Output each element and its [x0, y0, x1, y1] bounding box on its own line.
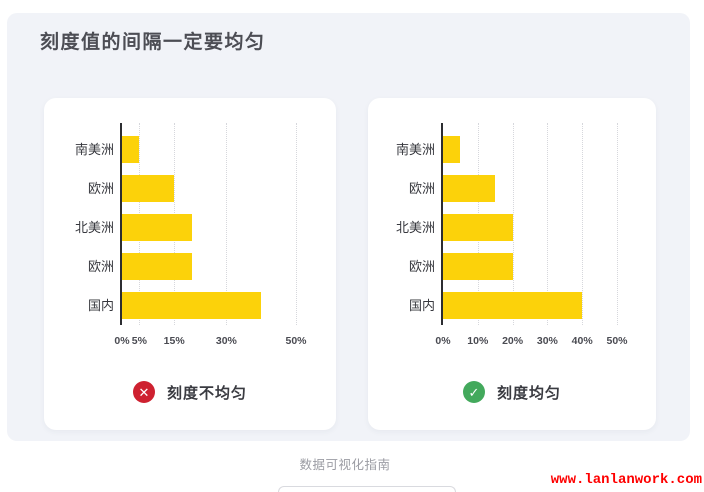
x-tick-label: 50%: [285, 335, 307, 347]
partial-bottom-box: [278, 486, 456, 492]
verdict-nonuniform: ✕ 刻度不均匀: [44, 381, 336, 403]
x-tick-label: 50%: [606, 335, 628, 347]
bar-欧洲: [122, 175, 175, 202]
x-circle-icon: ✕: [132, 381, 155, 403]
bar-南美洲: [443, 136, 461, 163]
bar-欧洲: [122, 253, 192, 280]
gridline: [296, 123, 297, 325]
gridline: [547, 123, 549, 325]
category-label: 南美洲: [74, 142, 114, 157]
footer-caption: 数据可视化指南: [299, 458, 391, 472]
bar-北美洲: [122, 214, 192, 241]
plot-area: 0% 5% 15% 30% 50% 南美洲 欧洲 北美洲 欧洲 国内: [75, 123, 307, 347]
x-tick-label: 10%: [467, 335, 489, 347]
bar-南美洲: [122, 136, 140, 163]
x-tick-label: 0%: [114, 335, 130, 347]
x-tick-label: 15%: [163, 335, 185, 347]
category-label: 南美洲: [395, 142, 435, 157]
x-tick-label: 20%: [502, 335, 524, 347]
category-label: 北美洲: [395, 220, 435, 235]
chart-card-uniform: 0% 10% 20% 30% 40% 50% 南美洲 欧洲 北美洲 欧洲 国内 ✓ 刻度均匀: [368, 98, 656, 430]
gridline: [226, 123, 228, 325]
chart-card-nonuniform: 0% 5% 15% 30% 50% 南美洲 欧洲 北美洲 欧洲 国内 ✕ 刻度不均匀: [44, 98, 336, 430]
bar-北美洲: [443, 214, 513, 241]
verdict-label: 刻度不均匀: [166, 384, 247, 402]
watermark-text: www.lanlanwork.com: [550, 472, 702, 488]
bar-欧洲: [443, 175, 496, 202]
verdict-uniform: ✓ 刻度均匀: [368, 381, 656, 403]
x-tick-label: 40%: [571, 335, 593, 347]
bar-欧洲: [443, 253, 513, 280]
gridline: [617, 123, 618, 325]
content-panel: 刻度值的间隔一定要均匀 0% 5% 15% 30% 50% 南美洲 欧洲 北美洲 欧洲 国内 ✕ …: [7, 13, 690, 441]
category-label: 北美洲: [74, 220, 114, 235]
category-label: 国内: [408, 298, 435, 313]
x-tick-label: 30%: [536, 335, 558, 347]
bar-国内: [443, 292, 583, 319]
bar-国内: [122, 292, 262, 319]
verdict-label: 刻度均匀: [496, 384, 561, 402]
x-tick-label: 0%: [435, 335, 451, 347]
x-tick-label: 5%: [131, 335, 147, 347]
plot-area: 0% 10% 20% 30% 40% 50% 南美洲 欧洲 北美洲 欧洲 国内: [396, 123, 628, 347]
x-tick-label: 30%: [215, 335, 237, 347]
category-label: 欧洲: [408, 181, 435, 196]
category-label: 欧洲: [87, 259, 114, 274]
category-label: 欧洲: [87, 181, 114, 196]
category-label: 欧洲: [408, 259, 435, 274]
page-title: 刻度值的间隔一定要均匀: [40, 32, 266, 53]
check-circle-icon: ✓: [462, 381, 485, 403]
category-label: 国内: [87, 298, 114, 313]
gridline: [582, 123, 584, 325]
gridline: [512, 123, 514, 325]
